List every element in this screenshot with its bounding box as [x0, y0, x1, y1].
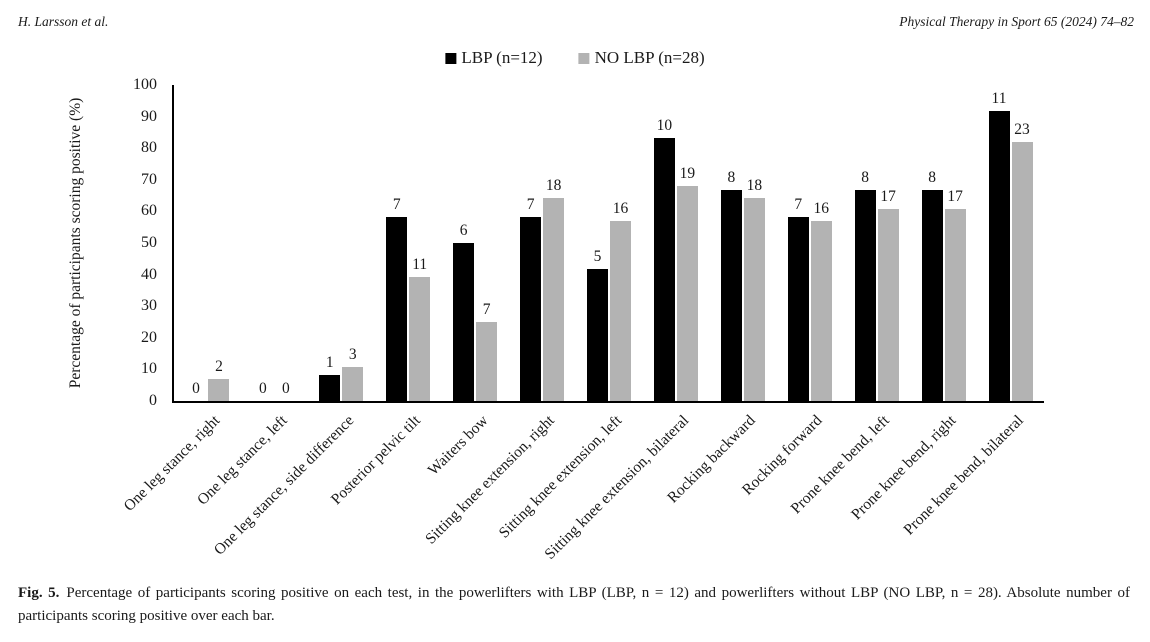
bar-nolbp: 18: [543, 177, 565, 401]
bar-group: 7 11: [375, 85, 442, 401]
nolbp-swatch-icon: [578, 52, 590, 64]
bar-lbp: 5: [586, 248, 608, 401]
bar-count-label: 23: [1014, 120, 1030, 138]
bar-lbp: 1: [319, 354, 341, 401]
x-category-label: Waiters bow: [424, 412, 492, 479]
bar-nolbp: 2: [208, 358, 230, 401]
header-journal: Physical Therapy in Sport 65 (2024) 74–8…: [899, 14, 1134, 29]
legend-item-lbp: LBP (n=12): [445, 48, 543, 68]
y-tick-label: 90: [141, 107, 157, 125]
legend-label-lbp: LBP (n=12): [461, 48, 543, 67]
bar-count-label: 17: [947, 188, 963, 206]
bar-lbp: 7: [386, 196, 408, 401]
bar-count-label: 0: [282, 380, 290, 397]
y-axis-ticks: 100 90 80 70 60 50 40 30 20 10 0: [0, 76, 157, 409]
bar-count-label: 18: [746, 176, 763, 194]
figure-caption-label: Fig. 5.: [18, 585, 60, 601]
bar-nolbp: 16: [609, 200, 631, 401]
bar-count-label: 8: [928, 169, 936, 187]
bar-count-label: 1: [325, 353, 334, 371]
bar-lbp: 7: [787, 196, 809, 401]
bar-count-label: 11: [991, 90, 1007, 108]
bar-count-label: 19: [679, 165, 696, 183]
bar-count-label: 17: [880, 188, 896, 206]
bar-nolbp: 11: [409, 256, 431, 401]
plot-area: 0 2 0 0 1 3 7 11 6 7 7 18 5 16 10 19 8 18 7 16 8 17 8 17 11 23: [172, 85, 1044, 403]
bar-count-label: 2: [215, 357, 223, 375]
bar-group: 11 23: [977, 85, 1044, 401]
bar-nolbp: 19: [676, 165, 698, 401]
bar-count-label: 0: [259, 380, 267, 397]
bar-count-label: 7: [482, 301, 491, 318]
bar-count-label: 7: [526, 195, 535, 213]
x-category-label: One leg stance, side difference: [210, 412, 358, 559]
x-category-label: Sitting knee extension, right: [422, 412, 559, 548]
bar-nolbp: 17: [877, 188, 899, 401]
bar-lbp: 8: [720, 169, 742, 401]
bar-nolbp: 23: [1011, 121, 1033, 401]
bar-count-label: 8: [861, 169, 870, 187]
y-tick-label: 0: [149, 392, 157, 409]
bar-lbp: 6: [453, 222, 475, 401]
y-tick-label: 100: [133, 76, 157, 93]
bar-group: 8 18: [709, 85, 776, 401]
bar-nolbp: 7: [476, 301, 498, 401]
bar-count-label: 11: [412, 255, 428, 273]
bar-count-label: 16: [813, 199, 830, 217]
bar-count-label: 0: [192, 380, 200, 397]
chart-legend: LBP (n=12) NO LBP (n=28): [445, 48, 705, 68]
bar-lbp: 7: [520, 196, 542, 401]
header-authors: H. Larsson et al.: [18, 14, 109, 29]
bar-group: 7 18: [509, 85, 576, 401]
bar-group: 10 19: [642, 85, 709, 401]
bar-lbp: 11: [988, 90, 1010, 401]
bar-nolbp: 3: [342, 346, 364, 401]
bar-count-label: 7: [794, 195, 803, 213]
bar-group: 8 17: [843, 85, 910, 401]
bar-count-label: 7: [392, 195, 401, 213]
legend-item-nolbp: NO LBP (n=28): [578, 48, 705, 68]
bar-nolbp: 16: [810, 200, 832, 401]
legend-label-nolbp: NO LBP (n=28): [594, 48, 705, 67]
y-tick-label: 60: [141, 202, 157, 220]
bar-count-label: 8: [727, 169, 736, 187]
bar-group: 8 17: [910, 85, 977, 401]
x-category-label: Sitting knee extension, left: [495, 412, 626, 542]
lbp-swatch-icon: [445, 52, 457, 64]
bar-count-label: 18: [545, 176, 562, 194]
bar-group: 7 16: [776, 85, 843, 401]
bar-count-label: 5: [593, 248, 602, 266]
bar-nolbp: 17: [944, 188, 966, 401]
bar-group: 5 16: [576, 85, 643, 401]
y-tick-label: 50: [141, 234, 157, 251]
y-tick-label: 30: [141, 297, 157, 315]
y-tick-label: 80: [141, 139, 157, 157]
figure-caption: Fig. 5. Percentage of participants scorin…: [18, 582, 1130, 627]
bar-lbp: 10: [653, 117, 675, 401]
bar-lbp: 8: [921, 169, 943, 401]
y-tick-label: 10: [141, 360, 157, 378]
bar-nolbp: 18: [743, 177, 765, 401]
y-tick-label: 40: [141, 265, 157, 283]
y-tick-label: 70: [141, 170, 157, 188]
bar-count-label: 6: [459, 222, 468, 239]
bar-count-label: 16: [612, 199, 629, 217]
bar-count-label: 10: [656, 116, 673, 134]
bar-count-label: 3: [348, 346, 357, 364]
x-category-label: Prone knee bend, bilateral: [900, 412, 1027, 539]
bar-lbp: 8: [854, 169, 876, 401]
x-axis-labels: One leg stance, right One leg stance, lef…: [121, 404, 1042, 563]
y-tick-label: 20: [141, 328, 157, 346]
figure-caption-text: Percentage of participants scoring posit…: [18, 585, 1130, 624]
